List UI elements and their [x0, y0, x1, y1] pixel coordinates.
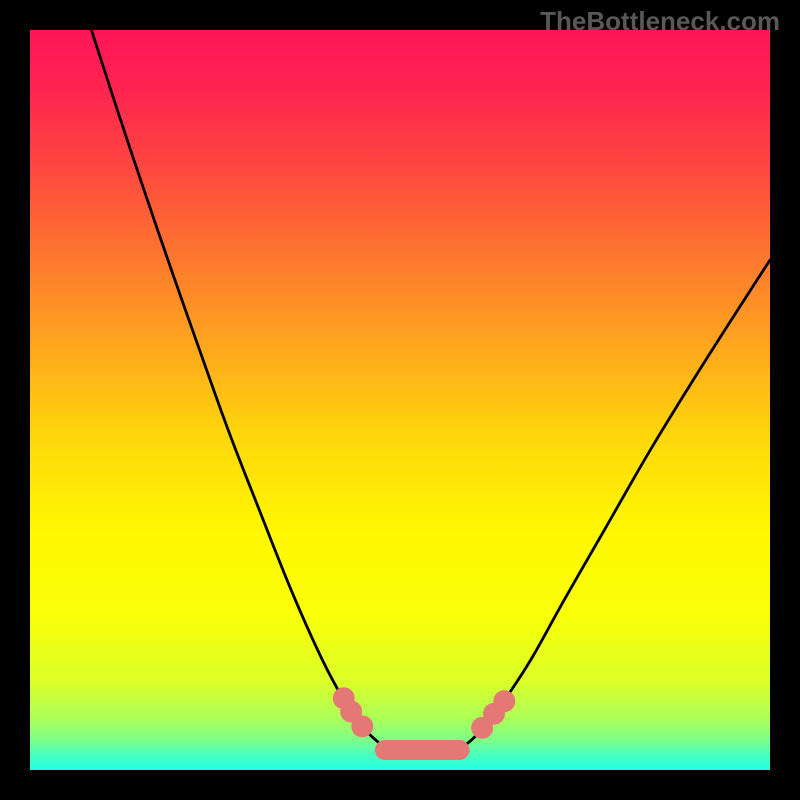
- curve-left-branch: [91, 30, 389, 749]
- marker-floor-pill: [375, 740, 470, 760]
- outer-frame: TheBottleneck.com: [0, 0, 800, 800]
- marker-right-2: [493, 690, 515, 712]
- curve-right-branch: [459, 260, 770, 749]
- curve-overlay: [0, 0, 800, 800]
- marker-left-2: [351, 715, 373, 737]
